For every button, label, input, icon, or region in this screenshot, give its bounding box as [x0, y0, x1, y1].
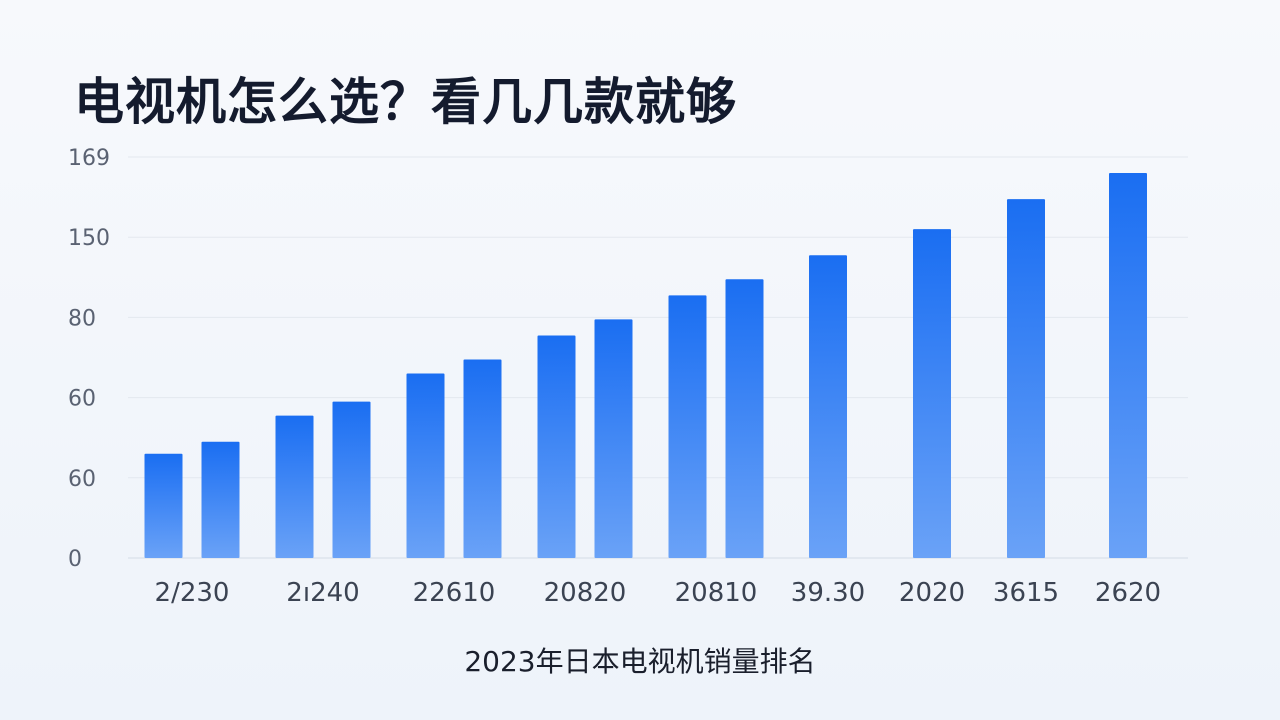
y-tick-label: 0	[68, 547, 82, 572]
x-tick-label: 3615	[993, 578, 1059, 608]
x-tick-label: 2020	[899, 578, 965, 608]
x-tick-label: 20820	[544, 578, 627, 608]
bar	[275, 415, 314, 558]
bar	[668, 295, 707, 558]
bar	[594, 319, 633, 558]
bar	[1007, 199, 1045, 559]
bars	[144, 173, 1147, 559]
x-axis-ticks: 2/230 2ı240 22610 20820 20810 39.30 2020 3615 26…	[155, 578, 1162, 608]
bar	[144, 453, 183, 558]
x-tick-label: 2/230	[155, 578, 230, 608]
bar	[463, 359, 502, 558]
bar	[406, 373, 445, 558]
x-tick-label: 2620	[1095, 578, 1161, 608]
bar	[537, 335, 576, 558]
x-axis-label: 2023年日本电视机销量排名	[464, 645, 816, 678]
bar	[913, 229, 951, 558]
y-tick-label: 150	[68, 226, 110, 251]
bar	[201, 441, 240, 558]
bar	[809, 255, 847, 558]
y-tick-label: 60	[68, 387, 96, 412]
bar	[725, 279, 764, 558]
y-tick-label: 169	[68, 146, 110, 171]
y-tick-label: 80	[68, 306, 96, 331]
page-title: 电视机怎么选？看几几款就够	[74, 73, 737, 131]
bar	[1109, 173, 1147, 559]
y-tick-label: 60	[68, 467, 96, 492]
bar	[332, 401, 371, 558]
x-tick-label: 2ı240	[286, 578, 359, 608]
x-tick-label: 22610	[413, 578, 496, 608]
x-tick-label: 20810	[675, 578, 758, 608]
y-axis-ticks: 0 60 60 80 150 169	[68, 146, 110, 572]
x-tick-label: 39.30	[791, 578, 865, 608]
